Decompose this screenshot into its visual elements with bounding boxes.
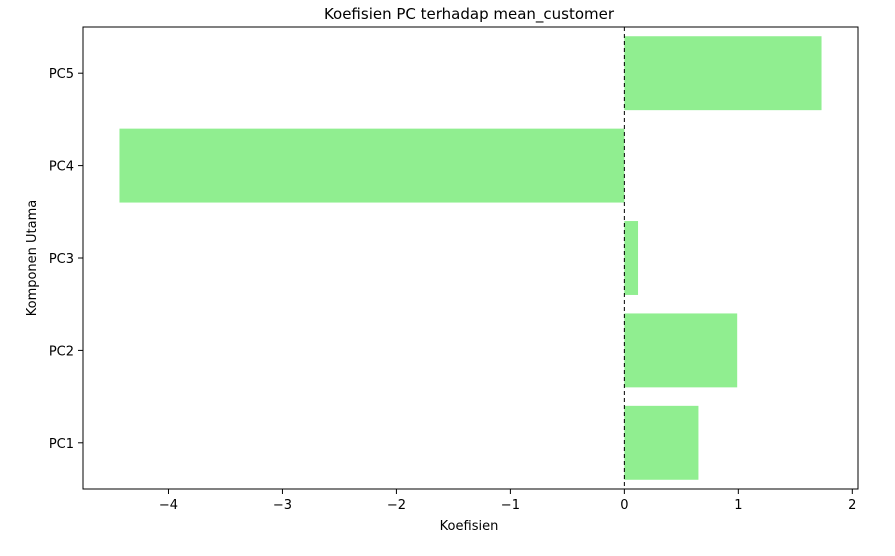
- x-tick-label: −2: [387, 498, 406, 513]
- x-tick-label: 2: [848, 498, 856, 513]
- bar-pc3: [624, 221, 639, 295]
- x-tick-label: −3: [273, 498, 292, 513]
- x-tick-label: 0: [620, 498, 628, 513]
- y-tick-label: PC5: [49, 67, 74, 82]
- x-axis: −4 −3 −2 −1 0 1 2: [159, 489, 856, 513]
- x-axis-label: Koefisien: [440, 519, 499, 534]
- x-tick-label: −1: [501, 498, 520, 513]
- x-tick-label: 1: [734, 498, 742, 513]
- x-tick-label: −4: [159, 498, 178, 513]
- y-tick-label: PC1: [49, 437, 74, 452]
- y-tick-label: PC4: [49, 160, 74, 175]
- y-axis: PC1 PC2 PC3 PC4 PC5: [49, 67, 83, 452]
- bar-pc2: [624, 313, 738, 388]
- y-tick-label: PC3: [49, 252, 74, 267]
- bars-group: [119, 36, 822, 480]
- chart-title: Koefisien PC terhadap mean_customer: [324, 5, 615, 24]
- bar-pc5: [624, 36, 822, 111]
- bar-pc4: [119, 128, 625, 203]
- y-tick-label: PC2: [49, 344, 74, 359]
- bar-pc1: [624, 405, 699, 480]
- y-axis-label: Komponen Utama: [25, 200, 40, 317]
